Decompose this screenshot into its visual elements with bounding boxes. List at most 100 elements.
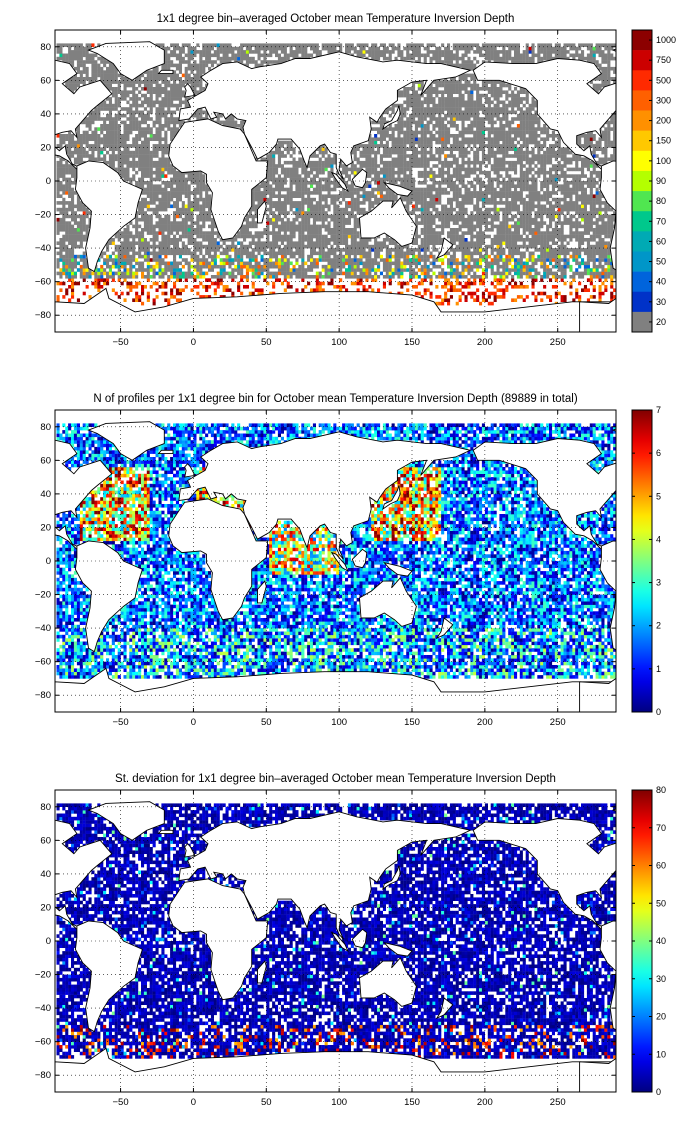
data-bins <box>56 43 616 306</box>
colorbar-tick-label: 1000 <box>656 35 676 45</box>
panel-svg: 1x1 degree bin–averaged October mean Tem… <box>35 13 676 348</box>
colorbar-swatch <box>632 70 652 91</box>
y-tick-label: −60 <box>35 277 51 288</box>
colorbar-tick-label: 60 <box>656 861 666 871</box>
data-bins <box>56 803 616 1059</box>
x-tick-label: 50 <box>261 717 272 728</box>
y-tick-label: −80 <box>35 690 51 701</box>
x-tick-label: 150 <box>404 337 420 348</box>
colorbar-tick-label: 20 <box>656 1012 666 1022</box>
colorbar-tick-label: 80 <box>656 196 666 206</box>
colorbar-tick-label: 30 <box>656 297 666 307</box>
colorbar-swatch <box>632 130 652 152</box>
y-tick-label: 40 <box>40 869 51 880</box>
x-tick-label: 50 <box>261 1097 272 1108</box>
colorbar-swatch <box>632 30 652 51</box>
colorbar-tick-label: 80 <box>656 785 666 795</box>
colorbar-swatch <box>632 90 652 111</box>
x-tick-label: 200 <box>477 717 493 728</box>
y-tick-label: 80 <box>40 422 51 433</box>
x-tick-label: 100 <box>331 717 347 728</box>
y-tick-label: −60 <box>35 1037 51 1048</box>
colorbar-swatch <box>632 211 652 232</box>
x-tick-label: −50 <box>113 337 129 348</box>
x-tick-label: 50 <box>261 337 272 348</box>
colorbar-tick-label: 750 <box>656 55 671 65</box>
grid-lines <box>55 30 616 332</box>
panel-title: St. deviation for 1x1 degree bin–average… <box>115 773 556 785</box>
y-tick-label: −80 <box>35 1070 51 1081</box>
colorbar: 1000 750 500 300 200 150 100 90 80 70 60 50 40 30 20 <box>631 29 676 333</box>
colorbar-swatch <box>632 150 652 172</box>
colorbar-tick-label: 150 <box>656 136 671 146</box>
grid-lines <box>55 410 616 712</box>
colorbar-tick-label: 5 <box>656 491 661 501</box>
x-tick-label: 200 <box>477 337 493 348</box>
colorbar-tick-label: 7 <box>656 405 661 415</box>
colorbar-tick-label: 6 <box>656 448 661 458</box>
grid-lines <box>55 790 616 1092</box>
y-tick-label: −80 <box>35 310 51 321</box>
map-area <box>55 790 616 1092</box>
x-tick-label: −50 <box>113 717 129 728</box>
x-tick-label: 100 <box>331 337 347 348</box>
colorbar-gradient <box>632 790 652 1092</box>
y-tick-label: 20 <box>40 142 51 153</box>
x-tick-label: 250 <box>550 337 566 348</box>
colorbar-tick-label: 50 <box>656 257 666 267</box>
colorbar-swatch <box>632 231 652 252</box>
y-tick-label: 60 <box>40 75 51 86</box>
colorbar-gradient <box>632 410 652 712</box>
y-tick-label: 0 <box>46 936 51 947</box>
y-tick-label: −40 <box>35 1003 51 1014</box>
y-tick-label: 0 <box>46 176 51 187</box>
panel-profile-count: N of profiles per 1x1 degree bin for Oct… <box>0 380 696 740</box>
y-tick-label: 60 <box>40 455 51 466</box>
colorbar-tick-label: 100 <box>656 156 671 166</box>
y-tick-label: −60 <box>35 657 51 668</box>
y-tick-label: −20 <box>35 970 51 981</box>
y-tick-label: 20 <box>40 902 51 913</box>
y-tick-label: 0 <box>46 556 51 567</box>
y-tick-label: −40 <box>35 623 51 634</box>
x-tick-label: 0 <box>191 1097 196 1108</box>
colorbar-tick-label: 200 <box>656 116 671 126</box>
panel-svg: N of profiles per 1x1 degree bin for Oct… <box>35 393 661 728</box>
colorbar-swatch <box>632 110 652 131</box>
x-tick-label: 250 <box>550 1097 566 1108</box>
y-tick-label: −20 <box>35 210 51 221</box>
colorbar-swatch <box>632 251 652 272</box>
x-tick-label: −50 <box>113 1097 129 1108</box>
map-area <box>55 30 616 332</box>
y-tick-label: 40 <box>40 489 51 500</box>
colorbar-tick-label: 300 <box>656 95 671 105</box>
colorbar-tick-label: 50 <box>656 898 666 908</box>
colorbar-tick-label: 1 <box>656 664 661 674</box>
colorbar-swatch <box>632 271 652 293</box>
colorbar-swatch <box>632 50 652 71</box>
panel-std-deviation: St. deviation for 1x1 degree bin–average… <box>0 760 696 1120</box>
x-tick-label: 0 <box>191 717 196 728</box>
y-tick-label: −20 <box>35 590 51 601</box>
colorbar-tick-label: 60 <box>656 236 666 246</box>
x-tick-label: 150 <box>404 1097 420 1108</box>
y-tick-label: 80 <box>40 802 51 813</box>
colorbar-tick-label: 40 <box>656 936 666 946</box>
colorbar: 0 10 20 30 40 50 60 70 80 <box>631 785 666 1097</box>
data-bins <box>56 423 616 679</box>
colorbar-tick-label: 0 <box>656 707 661 717</box>
panel-title: 1x1 degree bin–averaged October mean Tem… <box>157 13 515 25</box>
panel-mean-depth: 1x1 degree bin–averaged October mean Tem… <box>0 0 696 360</box>
colorbar: 0 1 2 3 4 5 6 7 <box>631 405 661 717</box>
colorbar-tick-label: 70 <box>656 823 666 833</box>
y-tick-label: 60 <box>40 835 51 846</box>
colorbar-swatch <box>632 311 652 333</box>
colorbar-swatch <box>632 291 652 313</box>
colorbar-swatch <box>632 170 652 192</box>
colorbar-tick-label: 30 <box>656 974 666 984</box>
colorbar-tick-label: 20 <box>656 317 666 327</box>
colorbar-swatch <box>632 191 652 212</box>
colorbar-tick-label: 0 <box>656 1087 661 1097</box>
x-tick-label: 200 <box>477 1097 493 1108</box>
x-tick-label: 250 <box>550 717 566 728</box>
